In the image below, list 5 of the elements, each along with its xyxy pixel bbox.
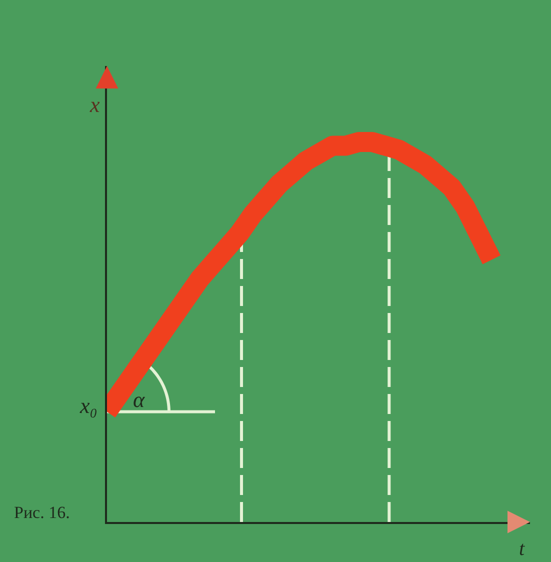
x-axis-title: t	[519, 538, 525, 560]
text: x₀	[79, 393, 98, 418]
annotation: α	[133, 387, 145, 412]
text: Рис. 16.	[14, 503, 70, 522]
y-axis-title: x	[89, 92, 100, 117]
